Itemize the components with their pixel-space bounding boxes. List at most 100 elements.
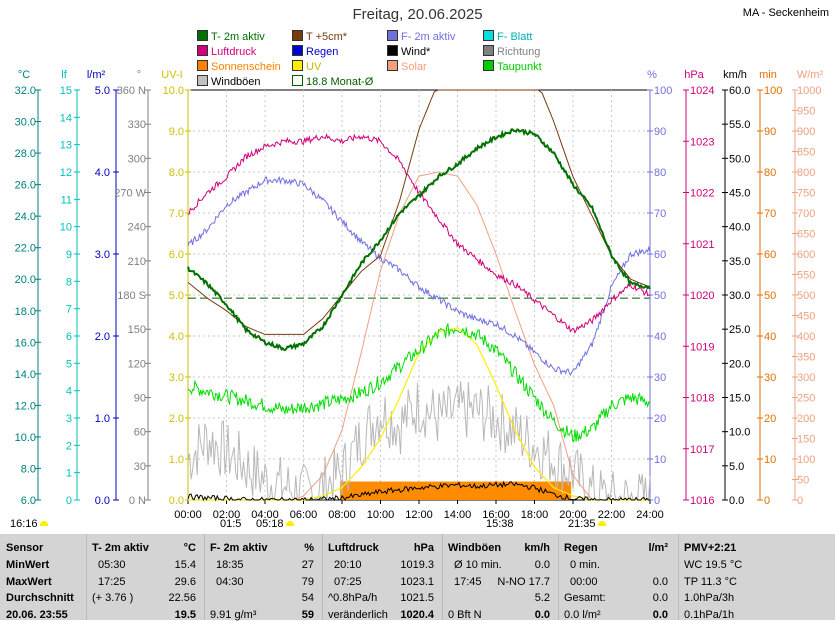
table-cell-value: 79 <box>301 575 314 588</box>
y-tick-label-solar: 200 <box>797 413 815 425</box>
table-cell-value: 29.6 <box>174 575 196 588</box>
table-cell-label: 0 min. <box>570 559 600 571</box>
x-tick-label: 20:00 <box>559 509 587 521</box>
y-tick-label-direction: 90 <box>134 393 146 405</box>
y-tick-label-humidity: 80 <box>654 167 666 179</box>
x-tick-label: 10:00 <box>367 509 395 521</box>
y-tick-label-solar: 100 <box>797 454 815 466</box>
y-tick-label-humidity: 40 <box>654 331 666 343</box>
y-tick-label-humidity: 20 <box>654 413 666 425</box>
y-tick-label-celsius: 14.0 <box>15 369 36 381</box>
y-tick-label-celsius: 16.0 <box>15 337 36 349</box>
x-tick-label: 16:00 <box>482 509 510 521</box>
y-tick-label-pressure: 1020 <box>690 290 714 302</box>
y-tick-label-uv: 9.0 <box>169 126 184 138</box>
table-cell-value: 15.4 <box>174 559 196 571</box>
y-tick-label-leaf: 15 <box>60 85 72 97</box>
table-header: T- 2m aktiv <box>92 542 149 554</box>
table-header-unit: l/m² <box>648 542 668 554</box>
x-tick-label: 00:00 <box>174 509 202 521</box>
table-cell-value: 1019.3 <box>400 559 434 571</box>
moon-time: 15:38 <box>486 518 514 530</box>
y-tick-label-pressure: 1018 <box>690 393 714 405</box>
legend-item: F- 2m aktiv <box>387 30 455 43</box>
y-tick-label-celsius: 26.0 <box>15 180 36 192</box>
table-cell-label: Gesamt: <box>564 592 606 604</box>
y-tick-label-solar: 800 <box>797 167 815 179</box>
y-tick-label-uv: 8.0 <box>169 167 184 179</box>
table-cell-value: 0.0 <box>652 575 668 588</box>
y-tick-label-solar: 50 <box>797 475 809 487</box>
y-tick-label-pressure: 1024 <box>690 85 714 97</box>
y-tick-label-wind: 5.0 <box>729 461 744 473</box>
y-tick-label-direction: 240 <box>128 222 146 234</box>
y-tick-label-wind: 10.0 <box>729 427 750 439</box>
y-tick-label-solar: 300 <box>797 372 815 384</box>
y-axis-unit-humidity: % <box>647 69 657 81</box>
legend-item: Wind* <box>387 45 430 58</box>
y-tick-label-sunmin: 10 <box>764 454 776 466</box>
series-taupunkt <box>187 323 651 443</box>
series-f-2m-aktiv <box>187 175 651 377</box>
y-tick-label-celsius: 22.0 <box>15 243 36 255</box>
y-tick-label-celsius: 18.0 <box>15 306 36 318</box>
legend-item: 18.8 Monat-Ø <box>292 75 373 88</box>
y-tick-label-celsius: 8.0 <box>21 463 36 475</box>
y-tick-label-uv: 6.0 <box>169 249 184 261</box>
table-cell-value: 54 <box>301 592 314 604</box>
x-tick-label: 18:00 <box>521 509 549 521</box>
y-tick-label-solar: 0 <box>797 495 803 507</box>
y-tick-label-solar: 250 <box>797 393 815 405</box>
y-tick-label-solar: 150 <box>797 434 815 446</box>
y-tick-label-leaf: 0 <box>66 495 72 507</box>
y-tick-label-rain: 1.0 <box>95 413 110 425</box>
y-tick-label-direction: 210 <box>128 256 146 268</box>
table-divider <box>558 534 559 620</box>
y-tick-label-celsius: 24.0 <box>15 211 36 223</box>
y-tick-label-leaf: 3 <box>66 413 72 425</box>
y-tick-label-solar: 350 <box>797 352 815 364</box>
table-cell-value: 22.56 <box>168 592 196 604</box>
table-cell-value: 1023.1 <box>400 575 434 588</box>
y-tick-label-wind: 20.0 <box>729 358 750 370</box>
table-cell-value: N-NO 17.7 <box>497 575 550 588</box>
table-cell-label: 17:45 <box>454 575 482 588</box>
y-tick-label-wind: 35.0 <box>729 256 750 268</box>
y-tick-label-humidity: 70 <box>654 208 666 220</box>
y-tick-label-solar: 550 <box>797 270 815 282</box>
y-tick-label-solar: 850 <box>797 147 815 159</box>
y-tick-label-leaf: 9 <box>66 249 72 261</box>
table-cell-label: Ø 10 min. <box>454 559 502 571</box>
y-tick-label-direction: 180 S <box>117 290 146 302</box>
y-tick-label-wind: 30.0 <box>729 290 750 302</box>
y-tick-label-sunmin: 20 <box>764 413 776 425</box>
series-windb-en <box>187 380 651 502</box>
legend-item: Regen <box>292 45 338 58</box>
y-tick-label-uv: 3.0 <box>169 372 184 384</box>
table-cell-value: 0.0 <box>534 608 550 621</box>
table-divider <box>204 534 205 620</box>
y-tick-label-leaf: 8 <box>66 276 72 288</box>
weather-chart: 00:00 02:00 04:00 06:00 08:00 10:00 12:00 14:00… <box>15 69 824 521</box>
x-tick-label: 24:00 <box>636 509 664 521</box>
legend-item: F- Blatt <box>483 30 532 43</box>
x-tick-label: 02:00 <box>213 509 241 521</box>
y-tick-label-wind: 15.0 <box>729 393 750 405</box>
y-tick-label-sunmin: 40 <box>764 331 776 343</box>
y-tick-label-pressure: 1021 <box>690 239 714 251</box>
y-tick-label-celsius: 10.0 <box>15 432 36 444</box>
y-tick-label-sunmin: 90 <box>764 126 776 138</box>
y-tick-label-humidity: 10 <box>654 454 666 466</box>
table-cell: MinWert <box>6 559 50 571</box>
y-tick-label-solar: 500 <box>797 290 815 302</box>
y-tick-label-solar: 400 <box>797 331 815 343</box>
y-tick-label-sunmin: 80 <box>764 167 776 179</box>
y-tick-label-wind: 40.0 <box>729 222 750 234</box>
table-header: F- 2m aktiv <box>210 542 268 554</box>
y-tick-label-direction: 270 W <box>114 188 146 200</box>
y-tick-label-pressure: 1022 <box>690 188 714 200</box>
y-tick-label-sunmin: 50 <box>764 290 776 302</box>
table-cell-value: 27 <box>301 559 314 571</box>
y-tick-label-leaf: 12 <box>60 167 72 179</box>
legend-item: Taupunkt <box>483 60 542 73</box>
